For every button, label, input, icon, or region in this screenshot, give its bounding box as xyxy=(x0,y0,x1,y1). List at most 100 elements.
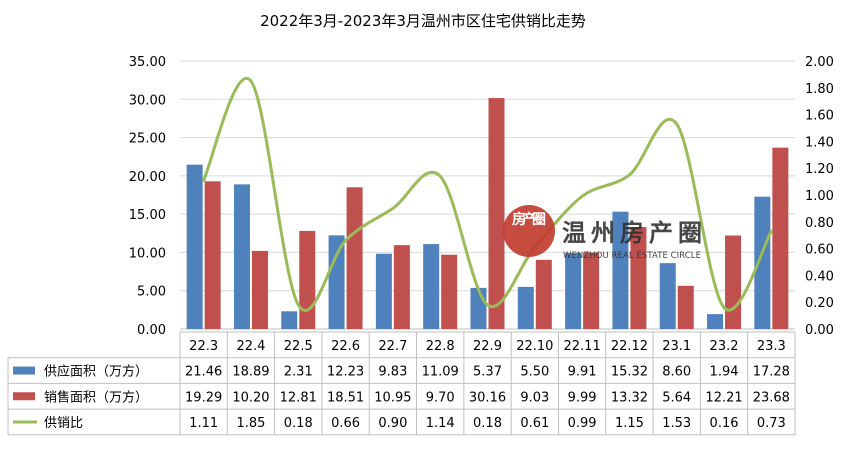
bar-supply xyxy=(470,287,487,329)
data-table: 22.3 22.4 22.5 22.6 22.7 22.8 22.9 22.10 22.11 22… xyxy=(7,331,796,436)
table-cell: 9.91 xyxy=(568,365,597,380)
bar-supply xyxy=(565,253,582,329)
ratio-line xyxy=(202,76,773,312)
y-right-tick-label: 0.00 xyxy=(805,323,834,338)
ratio-line-layer xyxy=(202,76,773,312)
x-category-label: 22.4 xyxy=(236,339,265,354)
y-right-tick-label: 0.20 xyxy=(805,296,834,311)
table-cell: 12.23 xyxy=(327,365,364,380)
y-left-tick-label: 30.00 xyxy=(129,93,166,108)
bar-supply xyxy=(707,314,724,329)
table-cell: 1.53 xyxy=(662,416,691,431)
table-cell: 0.90 xyxy=(378,416,407,431)
legend-label: 供销比 xyxy=(44,416,83,431)
y-left-tick-label: 10.00 xyxy=(129,246,166,261)
chart-title: 2022年3月-2023年3月温州市区住宅供销比走势 xyxy=(260,12,586,30)
table-cell: 18.51 xyxy=(327,390,364,405)
table-cell: 0.99 xyxy=(568,416,597,431)
table-cell: 1.94 xyxy=(710,365,739,380)
bar-sales xyxy=(630,227,647,329)
bar-supply xyxy=(328,235,345,329)
y-left-tick-label: 5.00 xyxy=(137,285,166,300)
bar-sales xyxy=(204,181,221,329)
x-category-label: 23.3 xyxy=(757,339,786,354)
table-cell: 11.09 xyxy=(422,365,459,380)
table-cell: 0.73 xyxy=(757,416,786,431)
table-cell: 17.28 xyxy=(753,365,790,380)
watermark-cn-text: 温州房产圈 xyxy=(562,219,702,247)
bar-sales xyxy=(772,147,789,329)
bar-sales xyxy=(583,252,600,329)
table-cell: 10.20 xyxy=(232,390,269,405)
watermark-group: 房产圈 温州房产圈 WENZHOU REAL ESTATE CIRCLE xyxy=(503,205,702,261)
table-cell: 1.11 xyxy=(189,416,218,431)
right-axis: 0.00 0.20 0.40 0.60 0.80 1.00 1.20 1.40 1.60 1.80… xyxy=(805,55,834,338)
y-left-tick-label: 25.00 xyxy=(129,132,166,147)
y-right-tick-label: 0.40 xyxy=(805,269,834,284)
legend-label: 供应面积（万方） xyxy=(44,364,148,380)
watermark: 房产圈 温州房产圈 WENZHOU REAL ESTATE CIRCLE xyxy=(503,205,702,261)
bar-sales xyxy=(251,250,268,329)
bar-sales xyxy=(677,285,694,329)
bar-supply xyxy=(186,164,203,329)
table-cell: 10.95 xyxy=(374,390,411,405)
bar-supply xyxy=(517,286,534,329)
table-cell: 30.16 xyxy=(469,390,506,405)
x-category-label: 22.6 xyxy=(331,339,360,354)
table-cell: 0.66 xyxy=(331,416,360,431)
table-cell: 0.61 xyxy=(520,416,549,431)
y-right-tick-label: 1.80 xyxy=(805,82,834,97)
watermark-badge-text: 房产圈 xyxy=(512,211,546,228)
table-cell: 1.15 xyxy=(615,416,644,431)
y-right-tick-label: 1.20 xyxy=(805,162,834,177)
y-left-tick-label: 15.00 xyxy=(129,208,166,223)
table-cell: 8.60 xyxy=(662,365,691,380)
table-cell: 12.81 xyxy=(280,390,317,405)
x-category-label: 22.11 xyxy=(564,339,601,354)
y-left-tick-label: 20.00 xyxy=(129,170,166,185)
gridlines xyxy=(180,60,795,330)
bar-sales xyxy=(299,230,316,329)
table-cell: 5.64 xyxy=(662,390,691,405)
table-cell: 21.46 xyxy=(185,365,222,380)
table-cell: 2.31 xyxy=(284,365,313,380)
bar-supply xyxy=(659,263,676,329)
bars xyxy=(186,98,789,329)
x-category-label: 22.7 xyxy=(378,339,407,354)
table-cell: 13.32 xyxy=(611,390,648,405)
legend-swatch-supply xyxy=(13,366,35,375)
x-category-label: 22.3 xyxy=(189,339,218,354)
x-category-label: 22.10 xyxy=(516,339,553,354)
y-left-tick-label: 35.00 xyxy=(129,55,166,70)
y-right-tick-label: 1.00 xyxy=(805,189,834,204)
bar-supply xyxy=(233,184,250,329)
watermark-en-text: WENZHOU REAL ESTATE CIRCLE xyxy=(563,251,701,261)
x-category-label: 22.8 xyxy=(426,339,455,354)
x-category-label: 23.2 xyxy=(710,339,739,354)
x-category-label: 22.5 xyxy=(284,339,313,354)
table-cell: 0.18 xyxy=(473,416,502,431)
table-cell: 15.32 xyxy=(611,365,648,380)
y-right-tick-label: 1.40 xyxy=(805,135,834,150)
bar-supply xyxy=(281,311,298,329)
table-cell: 5.50 xyxy=(520,365,549,380)
table-cell: 5.37 xyxy=(473,365,502,380)
bar-sales xyxy=(488,98,505,329)
bar-sales xyxy=(441,254,458,329)
y-left-tick-label: 0.00 xyxy=(137,323,166,338)
table-cell: 23.68 xyxy=(753,390,790,405)
x-category-label: 22.9 xyxy=(473,339,502,354)
bar-sales xyxy=(393,245,410,329)
table-cell: 9.03 xyxy=(520,390,549,405)
table-cell: 9.83 xyxy=(378,365,407,380)
left-axis: 0.00 5.00 10.00 15.00 20.00 25.00 30.00 35.00 xyxy=(129,55,166,338)
bar-sales xyxy=(346,187,363,329)
x-category-label: 22.12 xyxy=(611,339,648,354)
table-cell: 18.89 xyxy=(232,365,269,380)
table-cell: 0.16 xyxy=(710,416,739,431)
watermark-badge-icon xyxy=(503,205,555,257)
bar-supply xyxy=(375,253,392,329)
y-right-tick-label: 0.60 xyxy=(805,243,834,258)
y-right-tick-label: 1.60 xyxy=(805,109,834,124)
